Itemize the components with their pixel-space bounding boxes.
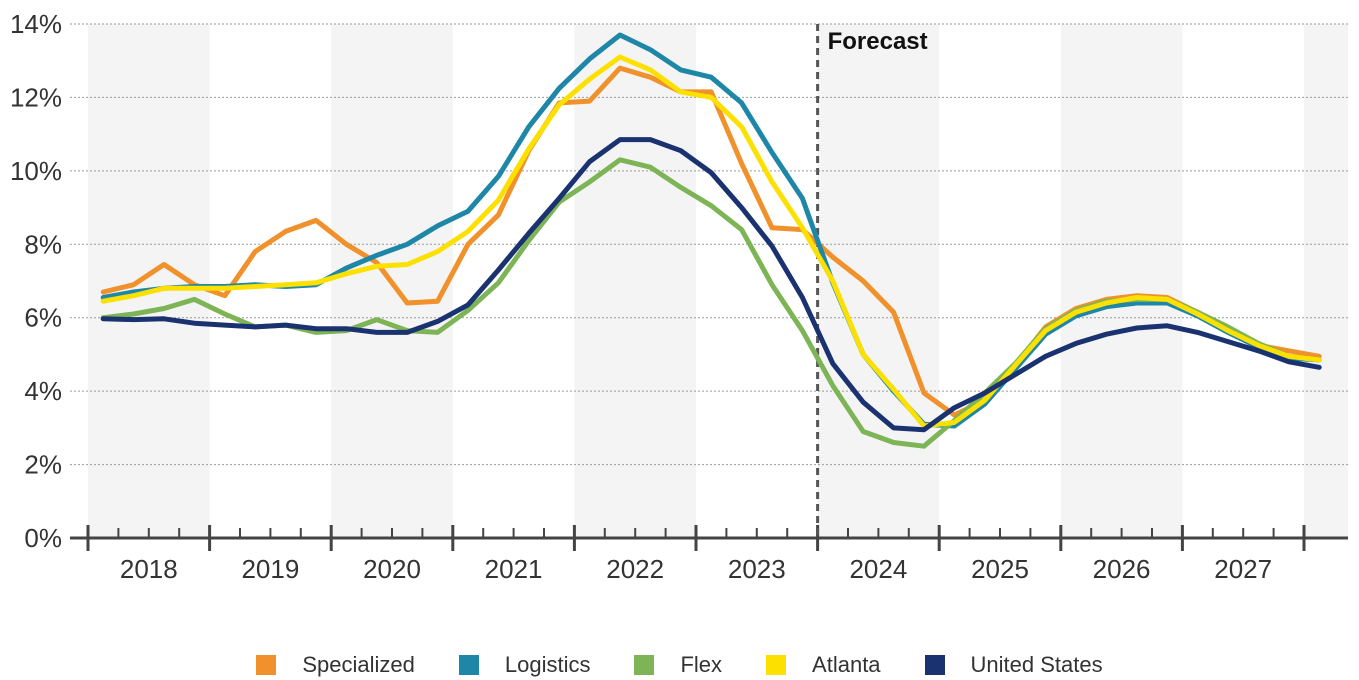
y-tick-label: 10% (10, 156, 62, 186)
year-band (1304, 24, 1348, 538)
x-tick-label: 2026 (1093, 554, 1151, 584)
series-line-united-states (100, 137, 1322, 433)
series-line-atlanta (100, 54, 1322, 429)
x-axis: 2018 2019 2020 2021 2022 2023 2024 2025 2026 2027 (70, 525, 1348, 584)
legend: Specialized Logistics Flex Atlanta United St… (0, 652, 1359, 678)
legend-item-specialized: Specialized (256, 652, 415, 678)
forecast-marker: Forecast (816, 24, 928, 538)
x-tick-label: 2018 (120, 554, 178, 584)
year-band (1060, 24, 1183, 538)
y-tick-label: 12% (10, 82, 62, 112)
legend-item-united-states: United States (924, 652, 1103, 678)
legend-label: Atlanta (812, 652, 881, 677)
x-tick-label: 2021 (485, 554, 543, 584)
legend-label: Logistics (504, 652, 591, 677)
legend-item-flex: Flex (634, 652, 722, 678)
gridlines (70, 23, 1348, 466)
year-band (574, 24, 696, 538)
y-tick-label: 0% (24, 523, 62, 553)
x-tick-label: 2023 (728, 554, 786, 584)
legend-swatch (766, 655, 787, 675)
legend-label: Specialized (302, 652, 415, 677)
y-axis: 0% 2% 4% 6% 8% 10% 12% 14% (10, 9, 62, 553)
series-lines (100, 32, 1322, 449)
legend-item-atlanta: Atlanta (766, 652, 881, 678)
x-tick-label: 2024 (849, 554, 907, 584)
legend-swatch (634, 655, 655, 675)
y-tick-label: 4% (24, 376, 62, 406)
legend-item-logistics: Logistics (458, 652, 591, 678)
forecast-label: Forecast (828, 28, 928, 55)
y-tick-label: 14% (10, 9, 62, 39)
year-band (817, 24, 940, 538)
y-tick-label: 8% (24, 229, 62, 259)
x-tick-label: 2019 (241, 554, 299, 584)
legend-label: United States (970, 652, 1103, 677)
x-tick-label: 2020 (363, 554, 421, 584)
x-tick-label: 2025 (971, 554, 1029, 584)
legend-swatch (256, 655, 277, 675)
legend-swatch (924, 655, 945, 675)
legend-swatch (458, 655, 479, 675)
y-tick-label: 2% (24, 450, 62, 480)
year-bands (88, 24, 1348, 538)
legend-label: Flex (680, 652, 723, 677)
x-tick-label: 2027 (1214, 554, 1272, 584)
y-tick-label: 6% (24, 303, 62, 333)
x-tick-label: 2022 (606, 554, 664, 584)
